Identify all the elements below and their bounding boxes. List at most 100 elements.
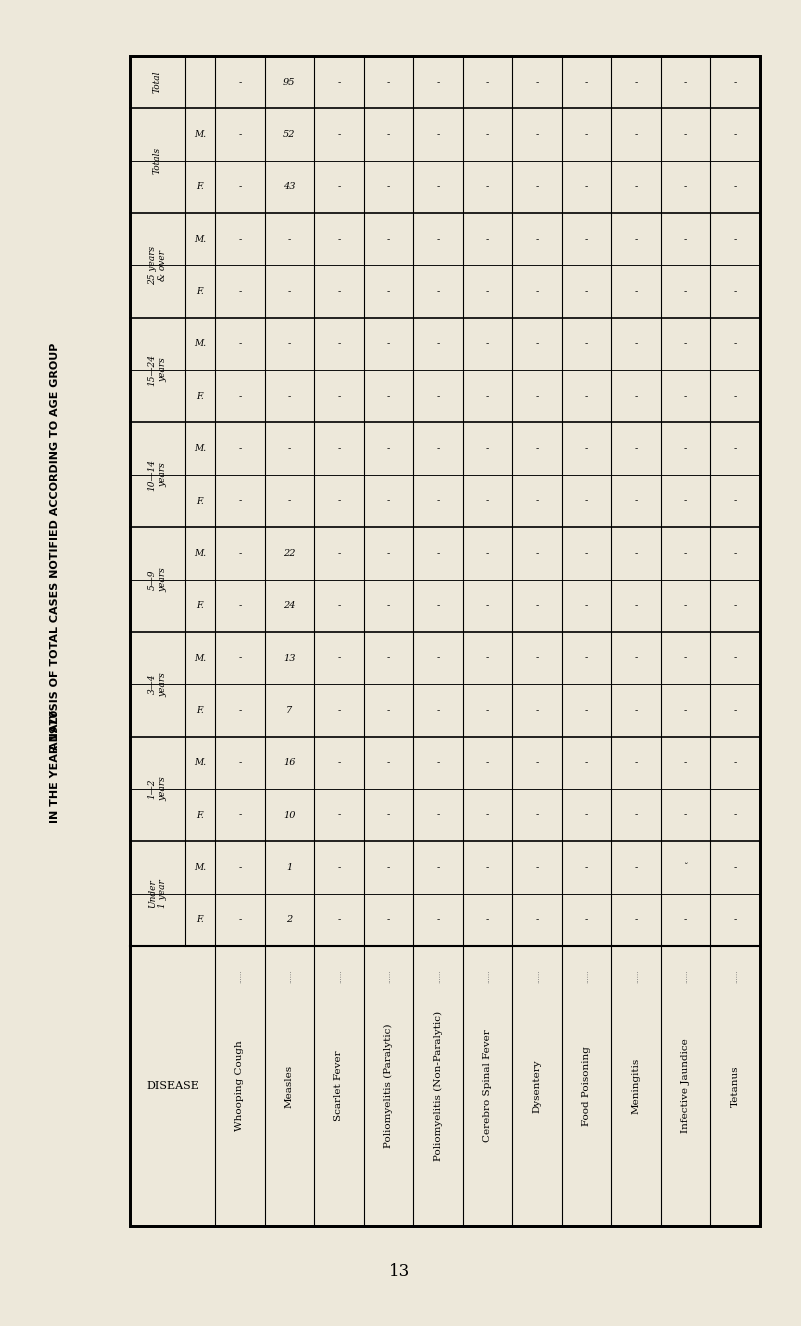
Text: -: - xyxy=(238,915,241,924)
Text: -: - xyxy=(585,549,588,558)
Text: -: - xyxy=(387,705,390,715)
Text: -: - xyxy=(535,654,538,663)
Text: -: - xyxy=(585,183,588,191)
Text: -: - xyxy=(535,496,538,505)
Text: -: - xyxy=(486,78,489,86)
Text: 43: 43 xyxy=(283,183,296,191)
Text: ......: ...... xyxy=(285,969,293,983)
Text: -: - xyxy=(238,496,241,505)
Text: -: - xyxy=(238,810,241,819)
Text: -: - xyxy=(734,863,737,873)
Text: -: - xyxy=(684,810,687,819)
Text: -: - xyxy=(634,496,638,505)
Text: -: - xyxy=(486,339,489,349)
Text: F.: F. xyxy=(196,915,204,924)
Text: -: - xyxy=(585,288,588,296)
Text: ......: ...... xyxy=(484,969,492,983)
Text: -: - xyxy=(684,444,687,453)
Text: -: - xyxy=(535,391,538,400)
Text: 95: 95 xyxy=(283,78,296,86)
Text: -: - xyxy=(238,183,241,191)
Text: -: - xyxy=(486,183,489,191)
Text: -: - xyxy=(437,288,440,296)
Text: -: - xyxy=(684,705,687,715)
Text: -: - xyxy=(486,654,489,663)
Text: -: - xyxy=(585,339,588,349)
Text: -: - xyxy=(585,758,588,768)
Text: -: - xyxy=(437,705,440,715)
Text: 2: 2 xyxy=(286,915,292,924)
Text: ......: ...... xyxy=(235,969,244,983)
Text: M.: M. xyxy=(194,758,206,768)
Text: -: - xyxy=(535,183,538,191)
Text: ˇ: ˇ xyxy=(683,863,688,873)
Text: F.: F. xyxy=(196,601,204,610)
Text: -: - xyxy=(585,78,588,86)
Text: 16: 16 xyxy=(283,758,296,768)
Text: -: - xyxy=(238,235,241,244)
Text: -: - xyxy=(634,288,638,296)
Text: Meningitis: Meningitis xyxy=(632,1058,641,1114)
Text: -: - xyxy=(337,863,340,873)
Text: -: - xyxy=(486,758,489,768)
Text: -: - xyxy=(337,391,340,400)
Text: M.: M. xyxy=(194,863,206,873)
Text: -: - xyxy=(734,288,737,296)
Text: -: - xyxy=(437,601,440,610)
Text: -: - xyxy=(486,601,489,610)
Text: -: - xyxy=(437,391,440,400)
Text: ......: ...... xyxy=(384,969,392,983)
Text: 24: 24 xyxy=(283,601,296,610)
Text: -: - xyxy=(337,496,340,505)
Text: -: - xyxy=(585,601,588,610)
Text: -: - xyxy=(486,288,489,296)
Text: -: - xyxy=(734,235,737,244)
Text: M.: M. xyxy=(194,130,206,139)
Text: -: - xyxy=(387,601,390,610)
Text: ......: ...... xyxy=(434,969,442,983)
Text: M.: M. xyxy=(194,549,206,558)
Text: -: - xyxy=(238,601,241,610)
Text: -: - xyxy=(387,391,390,400)
Text: -: - xyxy=(238,391,241,400)
Text: -: - xyxy=(634,183,638,191)
Text: DISEASE: DISEASE xyxy=(146,1081,199,1091)
Text: -: - xyxy=(734,705,737,715)
Text: -: - xyxy=(337,130,340,139)
Text: -: - xyxy=(535,810,538,819)
Text: -: - xyxy=(535,863,538,873)
Text: -: - xyxy=(734,391,737,400)
Text: 13: 13 xyxy=(389,1262,411,1280)
Text: -: - xyxy=(486,235,489,244)
Text: IN THE YEAR 1970: IN THE YEAR 1970 xyxy=(50,709,60,822)
Text: ......: ...... xyxy=(731,969,739,983)
Text: -: - xyxy=(437,654,440,663)
Text: Dysentery: Dysentery xyxy=(533,1059,541,1113)
Text: Under
1 year: Under 1 year xyxy=(148,879,167,908)
Text: -: - xyxy=(337,444,340,453)
Text: F.: F. xyxy=(196,810,204,819)
Text: 7: 7 xyxy=(286,705,292,715)
Text: -: - xyxy=(437,183,440,191)
Text: -: - xyxy=(337,915,340,924)
Text: -: - xyxy=(585,235,588,244)
Text: -: - xyxy=(238,444,241,453)
Text: F.: F. xyxy=(196,183,204,191)
Text: 10: 10 xyxy=(283,810,296,819)
Text: -: - xyxy=(486,444,489,453)
Text: -: - xyxy=(734,339,737,349)
Text: -: - xyxy=(288,235,291,244)
Text: 13: 13 xyxy=(283,654,296,663)
Text: -: - xyxy=(634,130,638,139)
Text: -: - xyxy=(684,78,687,86)
Text: -: - xyxy=(585,444,588,453)
Text: -: - xyxy=(734,654,737,663)
Text: ......: ...... xyxy=(533,969,541,983)
Text: -: - xyxy=(585,863,588,873)
Text: -: - xyxy=(238,549,241,558)
Text: -: - xyxy=(288,496,291,505)
Text: -: - xyxy=(634,78,638,86)
Text: -: - xyxy=(238,288,241,296)
Text: -: - xyxy=(634,810,638,819)
Text: M.: M. xyxy=(194,235,206,244)
